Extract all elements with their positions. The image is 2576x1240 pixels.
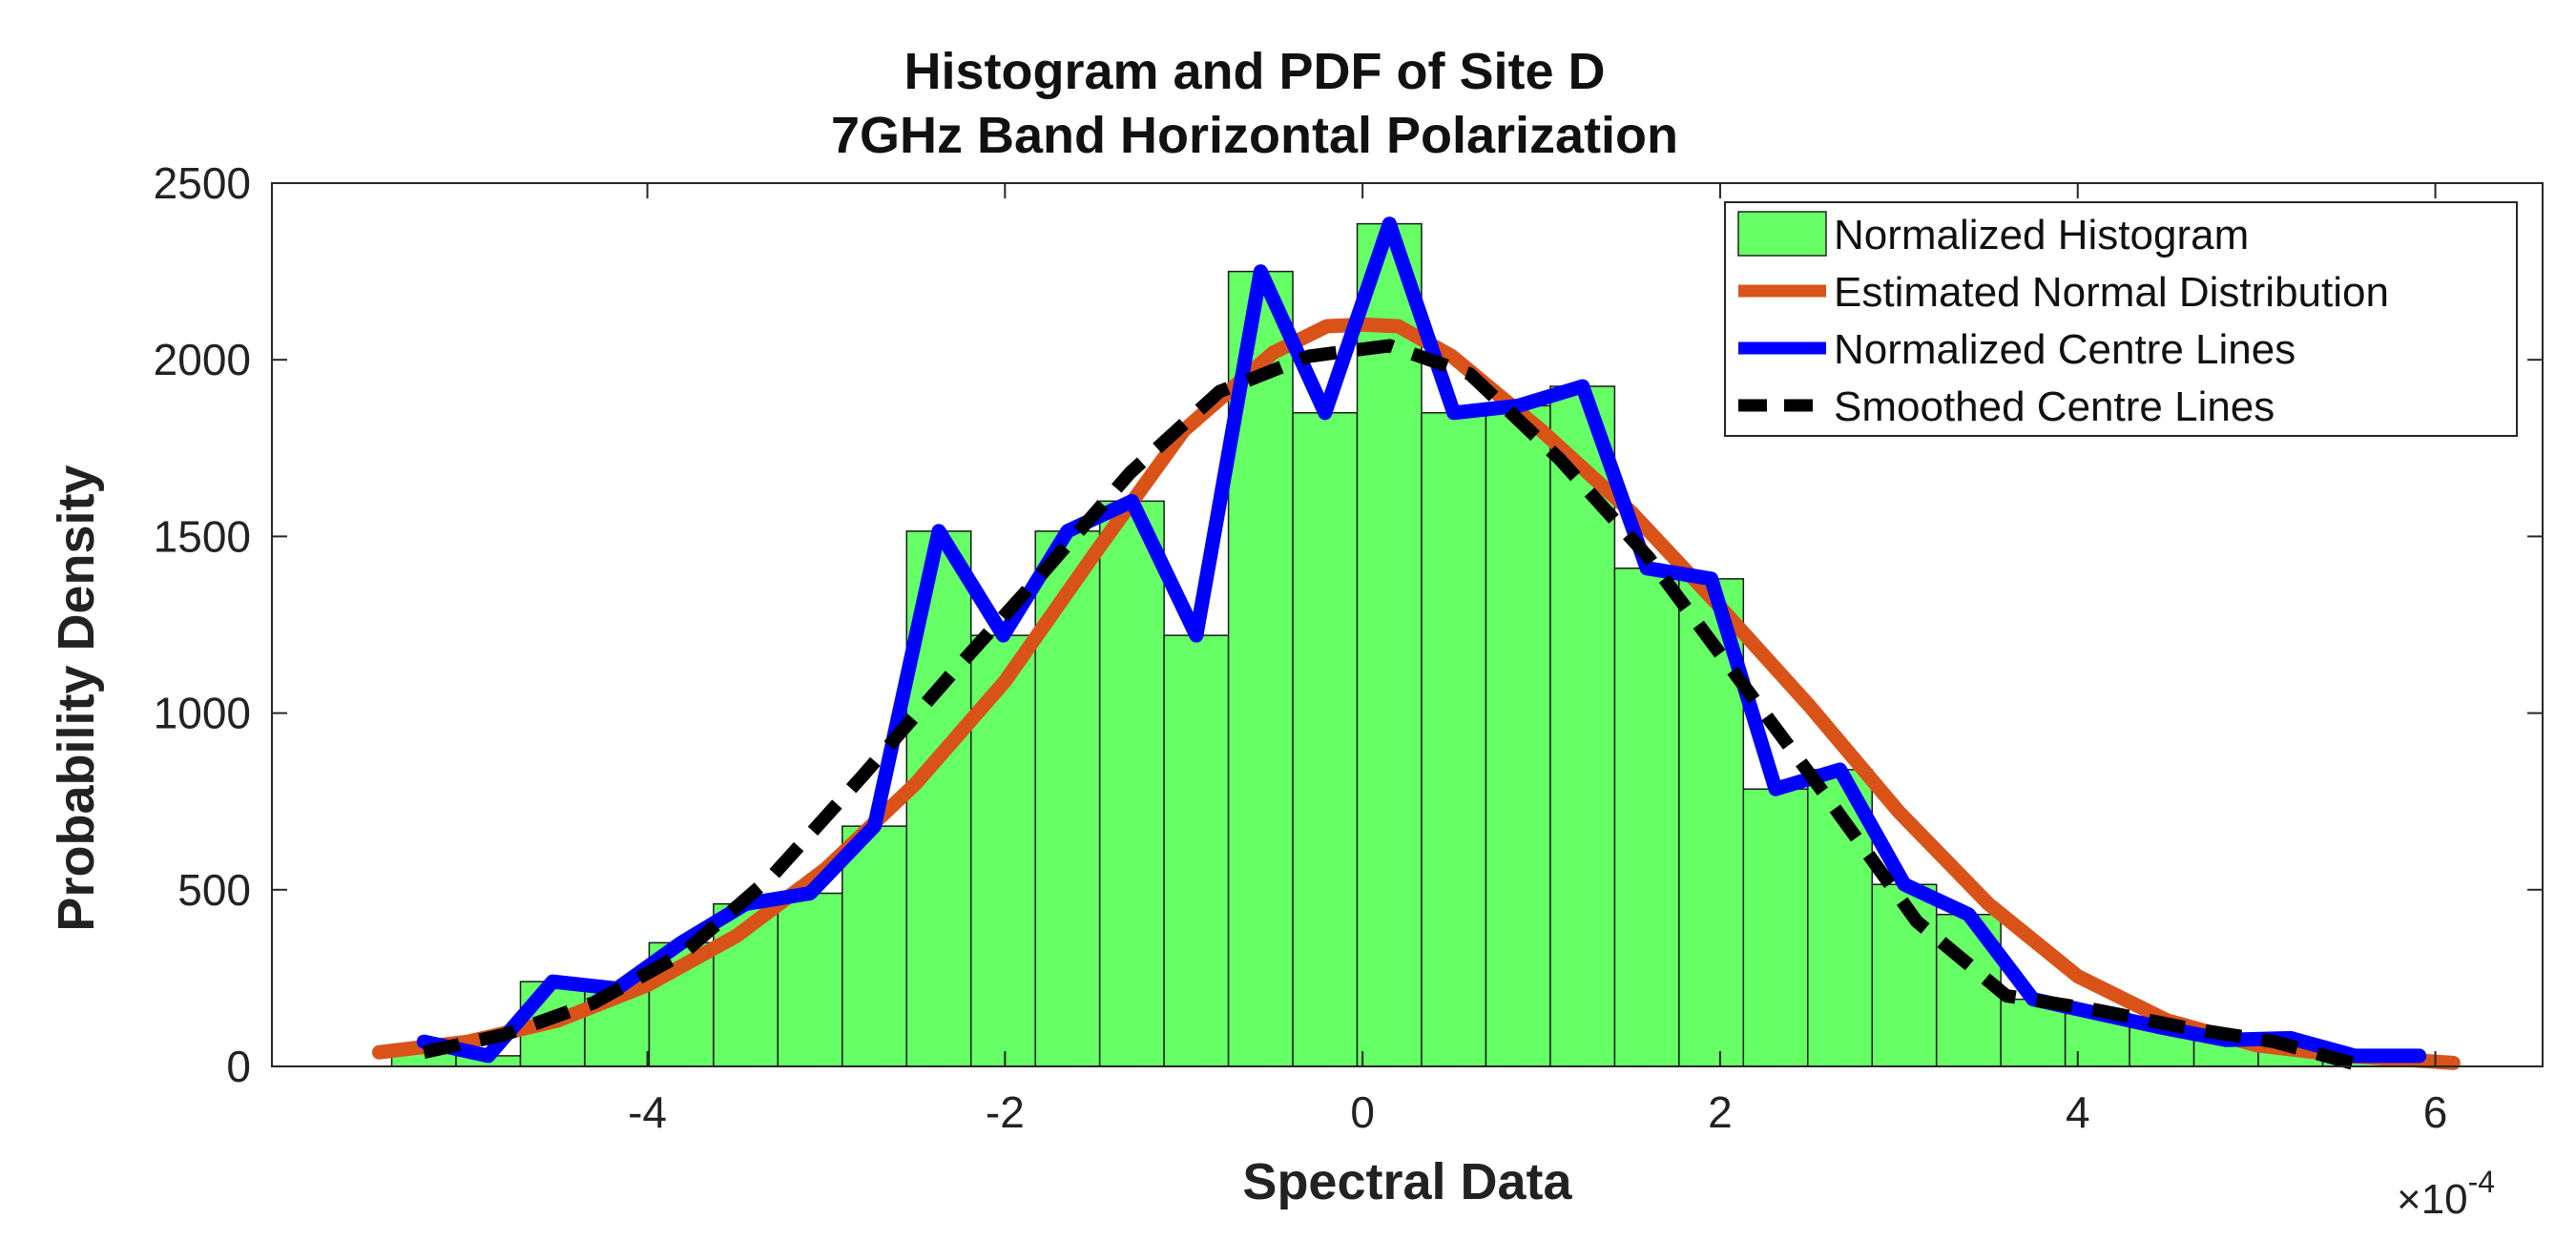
histogram-bar	[1034, 530, 1101, 1067]
x-scale-exponent: -4	[2468, 1165, 2495, 1199]
histogram-bar	[1421, 412, 1487, 1067]
x-tick-label: -2	[986, 1087, 1025, 1137]
series-line-2	[416, 217, 2427, 1064]
histogram-bar	[1292, 412, 1359, 1067]
legend-label-normal: Estimated Normal Distribution	[1834, 269, 2389, 316]
y-tick-label: 1000	[154, 689, 251, 738]
legend-label-centre: Normalized Centre Lines	[1834, 326, 2296, 373]
legend-swatch-histogram	[1737, 211, 1827, 257]
histogram-bar	[1356, 222, 1423, 1067]
y-tick-label: 2000	[154, 335, 251, 384]
legend: Normalized Histogram Estimated Normal Di…	[1724, 201, 2518, 437]
histogram-bar	[1742, 788, 1809, 1067]
histogram-bar	[1485, 404, 1551, 1067]
series-line-1	[371, 317, 2461, 1070]
chart-title: Histogram and PDF of Site D	[904, 43, 1605, 100]
histogram-bar	[1613, 567, 1680, 1067]
legend-label-histogram: Normalized Histogram	[1834, 212, 2249, 258]
x-scale-base: ×10	[2397, 1176, 2468, 1223]
y-tick-label: 500	[177, 865, 251, 915]
x-tick-label: 0	[1350, 1087, 1375, 1137]
y-axis-label: Probability Density	[48, 465, 105, 931]
legend-box	[1724, 201, 2518, 437]
x-tick-label: 6	[2423, 1087, 2448, 1137]
x-tick-label: 4	[2066, 1087, 2090, 1137]
x-tick-label: 2	[1708, 1087, 1733, 1137]
axis-ticks: -4 -2 0 2 4 6 0 500 1000 1500 2000 2500	[154, 158, 2543, 1137]
histogram-bar	[841, 825, 908, 1067]
series-lines	[371, 217, 2461, 1073]
legend-label-smoothed: Smoothed Centre Lines	[1834, 383, 2275, 430]
chart-subtitle: 7GHz Band Horizontal Polarization	[831, 107, 1678, 164]
y-tick-label: 2500	[154, 158, 251, 208]
x-scale-factor: ×10-4	[2397, 1165, 2495, 1223]
plot-border	[271, 182, 2544, 1067]
y-tick-label: 1500	[154, 511, 251, 561]
histogram-bar	[1098, 500, 1165, 1067]
series-line-3	[422, 339, 2366, 1073]
histogram-bars	[390, 222, 2388, 1067]
x-tick-label: -4	[628, 1087, 667, 1137]
x-axis-label: Spectral Data	[1242, 1153, 1572, 1210]
histogram-bar	[1163, 634, 1230, 1067]
y-tick-label: 0	[226, 1042, 251, 1091]
histogram-bar	[777, 892, 843, 1067]
